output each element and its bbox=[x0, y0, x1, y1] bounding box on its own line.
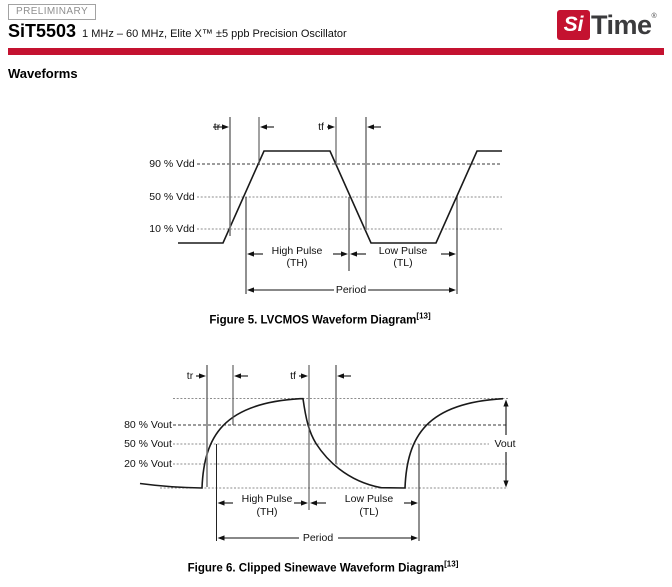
fig5-caption-text: Figure 5. LVCMOS Waveform Diagram bbox=[209, 314, 417, 327]
fig5-level-10-label: 10 % Vdd bbox=[149, 222, 195, 235]
fig5-tr-label: tr bbox=[213, 120, 221, 133]
fig6-high-pulse-sub-label: (TH) bbox=[256, 505, 278, 518]
fig5-tf-label: tf bbox=[318, 120, 324, 133]
fig6-vout-label: Vout bbox=[491, 439, 519, 450]
preliminary-badge: PRELIMINARY bbox=[8, 4, 97, 20]
document-title: SiT5503 1 MHz – 60 MHz, Elite X™ ±5 ppb P… bbox=[8, 21, 347, 42]
fig5-level-50-label: 50 % Vdd bbox=[149, 190, 195, 203]
fig6-caption-footnote: [13] bbox=[444, 559, 459, 569]
fig5-high-pulse-sub-label: (TH) bbox=[286, 256, 308, 269]
fig6-caption: Figure 6. Clipped Sinewave Waveform Diag… bbox=[188, 560, 459, 575]
fig6-tr-label: tr bbox=[186, 369, 194, 382]
part-number: SiT5503 bbox=[8, 21, 77, 41]
fig6-period-label: Period bbox=[302, 531, 334, 544]
fig5-low-pulse-label: Low Pulse bbox=[378, 244, 428, 257]
section-heading: Waveforms bbox=[8, 66, 78, 81]
fig6-low-pulse-label: Low Pulse bbox=[344, 492, 394, 505]
registered-mark: ® bbox=[651, 13, 657, 20]
fig5-level-90-label: 90 % Vdd bbox=[149, 157, 195, 170]
sitime-logo: Si Time ® bbox=[557, 10, 657, 40]
fig5-high-pulse-label: High Pulse bbox=[271, 244, 323, 257]
fig6-caption-text: Figure 6. Clipped Sinewave Waveform Diag… bbox=[187, 562, 445, 575]
sitime-logo-text: Time bbox=[591, 10, 652, 40]
fig6-level-50-label: 50 % Vout bbox=[124, 437, 172, 450]
fig6-level-80-label: 80 % Vout bbox=[124, 418, 172, 431]
sitime-logo-icon: Si bbox=[557, 10, 590, 40]
part-subtitle: 1 MHz – 60 MHz, Elite X™ ±5 ppb Precisio… bbox=[82, 28, 347, 40]
fig6-low-pulse-sub-label: (TL) bbox=[359, 505, 379, 518]
clipped-sinewave-diagram bbox=[139, 365, 509, 541]
fig5-low-pulse-sub-label: (TL) bbox=[393, 256, 413, 269]
fig5-period-label: Period bbox=[335, 283, 367, 296]
header-rule bbox=[8, 48, 664, 55]
fig6-level-20-label: 20 % Vout bbox=[124, 457, 172, 470]
fig5-caption: Figure 5. LVCMOS Waveform Diagram[13] bbox=[209, 312, 430, 327]
lvcmos-diagram bbox=[178, 117, 502, 294]
fig5-caption-footnote: [13] bbox=[416, 311, 431, 321]
fig6-tf-label: tf bbox=[290, 369, 296, 382]
fig6-high-pulse-label: High Pulse bbox=[241, 492, 293, 505]
